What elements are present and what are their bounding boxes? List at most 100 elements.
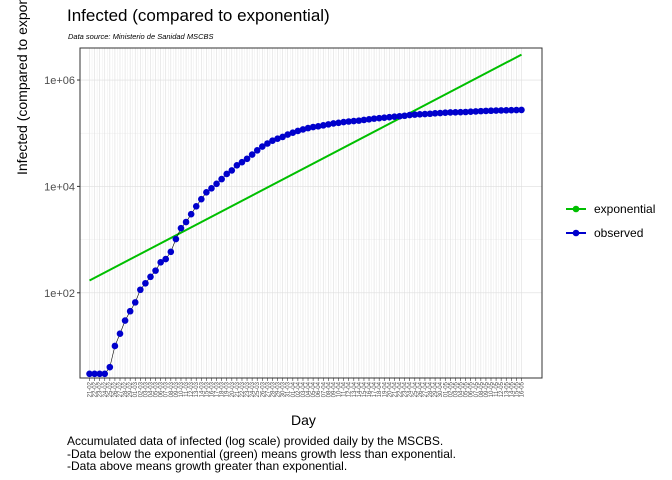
x-tick-label: 01-04 [291,381,297,397]
x-tick-label: 02-05 [448,381,454,397]
observed-point [319,122,327,129]
observed-point [147,273,154,281]
observed-point [223,170,231,178]
observed-point [218,175,225,183]
x-tick-label: 02-03 [138,381,144,397]
caption-line-2: -Data below the exponential (green) mean… [67,446,456,461]
x-tick-label: 03-05 [453,381,459,397]
observed-point [355,117,363,124]
observed-point [284,131,292,138]
observed-point [518,106,525,114]
observed-point [177,224,185,232]
observed-point [96,370,103,378]
x-tick-label: 18-03 [220,381,226,397]
caption-line-1: Accumulated data of infected (log scale)… [67,434,444,448]
x-tick-label: 29-03 [276,381,282,397]
x-tick-label: 22-03 [240,381,246,397]
x-tick-label: 12-03 [189,381,195,397]
x-tick-label: 28-02 [123,381,129,397]
observed-point [370,115,378,122]
x-tick-label: 23-03 [245,381,251,397]
observed-point [157,259,164,266]
observed-point [243,155,251,163]
x-tick-label: 23-04 [403,381,409,397]
observed-point [213,180,220,188]
x-tick-label: 19-03 [225,381,231,397]
observed-point [116,330,124,338]
x-tick-label: 05-04 [311,381,317,397]
x-tick-label: 18-04 [377,381,383,397]
observed-point [375,114,383,122]
y-tick-label: 1e+02 [44,288,75,300]
y-tick-label: 1e+06 [44,75,75,87]
observed-point [447,109,454,116]
series-observed [86,106,525,378]
x-tick-label: 06-03 [159,381,165,397]
x-tick-label: 16-05 [520,381,526,397]
x-tick-label: 28-03 [270,381,276,397]
x-tick-label: 09-05 [484,381,490,397]
observed-point [477,107,485,115]
x-tick-label: 12-04 [347,381,353,397]
x-tick-label: 14-04 [357,381,363,397]
x-tick-label: 24-02 [103,381,109,397]
observed-point [248,151,256,158]
x-tick-label: 28-04 [428,381,434,397]
observed-point [497,107,505,114]
x-tick-label: 06-05 [469,381,475,397]
x-tick-label: 05-05 [464,381,470,397]
observed-point [253,147,261,154]
x-tick-label: 26-02 [113,381,119,397]
x-tick-label: 02-04 [296,381,302,397]
observed-point [137,286,144,294]
x-tick-label: 17-04 [372,381,378,397]
observed-point [182,218,190,226]
x-tick-label: 27-02 [118,381,124,397]
x-tick-label: 10-03 [179,381,185,397]
observed-point [304,124,312,132]
x-tick-label: 30-03 [281,381,287,397]
x-tick-label: 09-03 [174,381,180,397]
y-axis-label: Infected (compared to exponential) [14,0,30,175]
observed-point [502,107,510,114]
x-tick-label: 25-04 [413,381,419,397]
plot-panel-border [79,47,543,379]
legend-key-point [572,205,580,213]
x-tick-label: 03-03 [143,381,149,397]
legend: exponential observed [566,202,655,240]
x-tick-label: 26-03 [260,381,266,397]
x-tick-label: 13-04 [352,381,358,397]
x-tick-label: 31-03 [286,381,292,397]
observed-point [416,111,424,118]
observed-point [335,119,342,127]
x-tick-label: 07-03 [164,381,170,397]
observed-point [401,112,408,120]
observed-point [482,107,490,115]
observed-point [365,115,373,123]
x-tick-label: 06-04 [316,381,322,397]
y-axis-ticks: 1e+02 1e+04 1e+06 [44,75,80,300]
observed-point [350,117,358,125]
observed-point [86,370,93,378]
observed-point [279,133,286,141]
observed-point [396,112,403,120]
observed-point [431,109,439,117]
x-axis-label: Day [291,412,316,428]
observed-point [340,118,347,126]
observed-point [121,317,129,324]
observed-point [314,122,322,130]
observed-point [152,267,159,274]
x-tick-label: 27-04 [423,381,429,397]
observed-point [508,106,515,114]
x-tick-label: 14-03 [199,381,205,397]
x-tick-label: 29-04 [433,381,439,397]
x-tick-label: 01-05 [443,381,449,397]
x-tick-label: 13-05 [504,381,510,397]
x-tick-label: 15-04 [362,381,368,397]
observed-point [233,162,241,169]
x-tick-label: 08-04 [326,381,332,397]
observed-point [441,109,449,117]
x-tick-label: 15-03 [204,381,210,397]
caption-line-3: -Data above means growth greater than ex… [67,459,348,473]
